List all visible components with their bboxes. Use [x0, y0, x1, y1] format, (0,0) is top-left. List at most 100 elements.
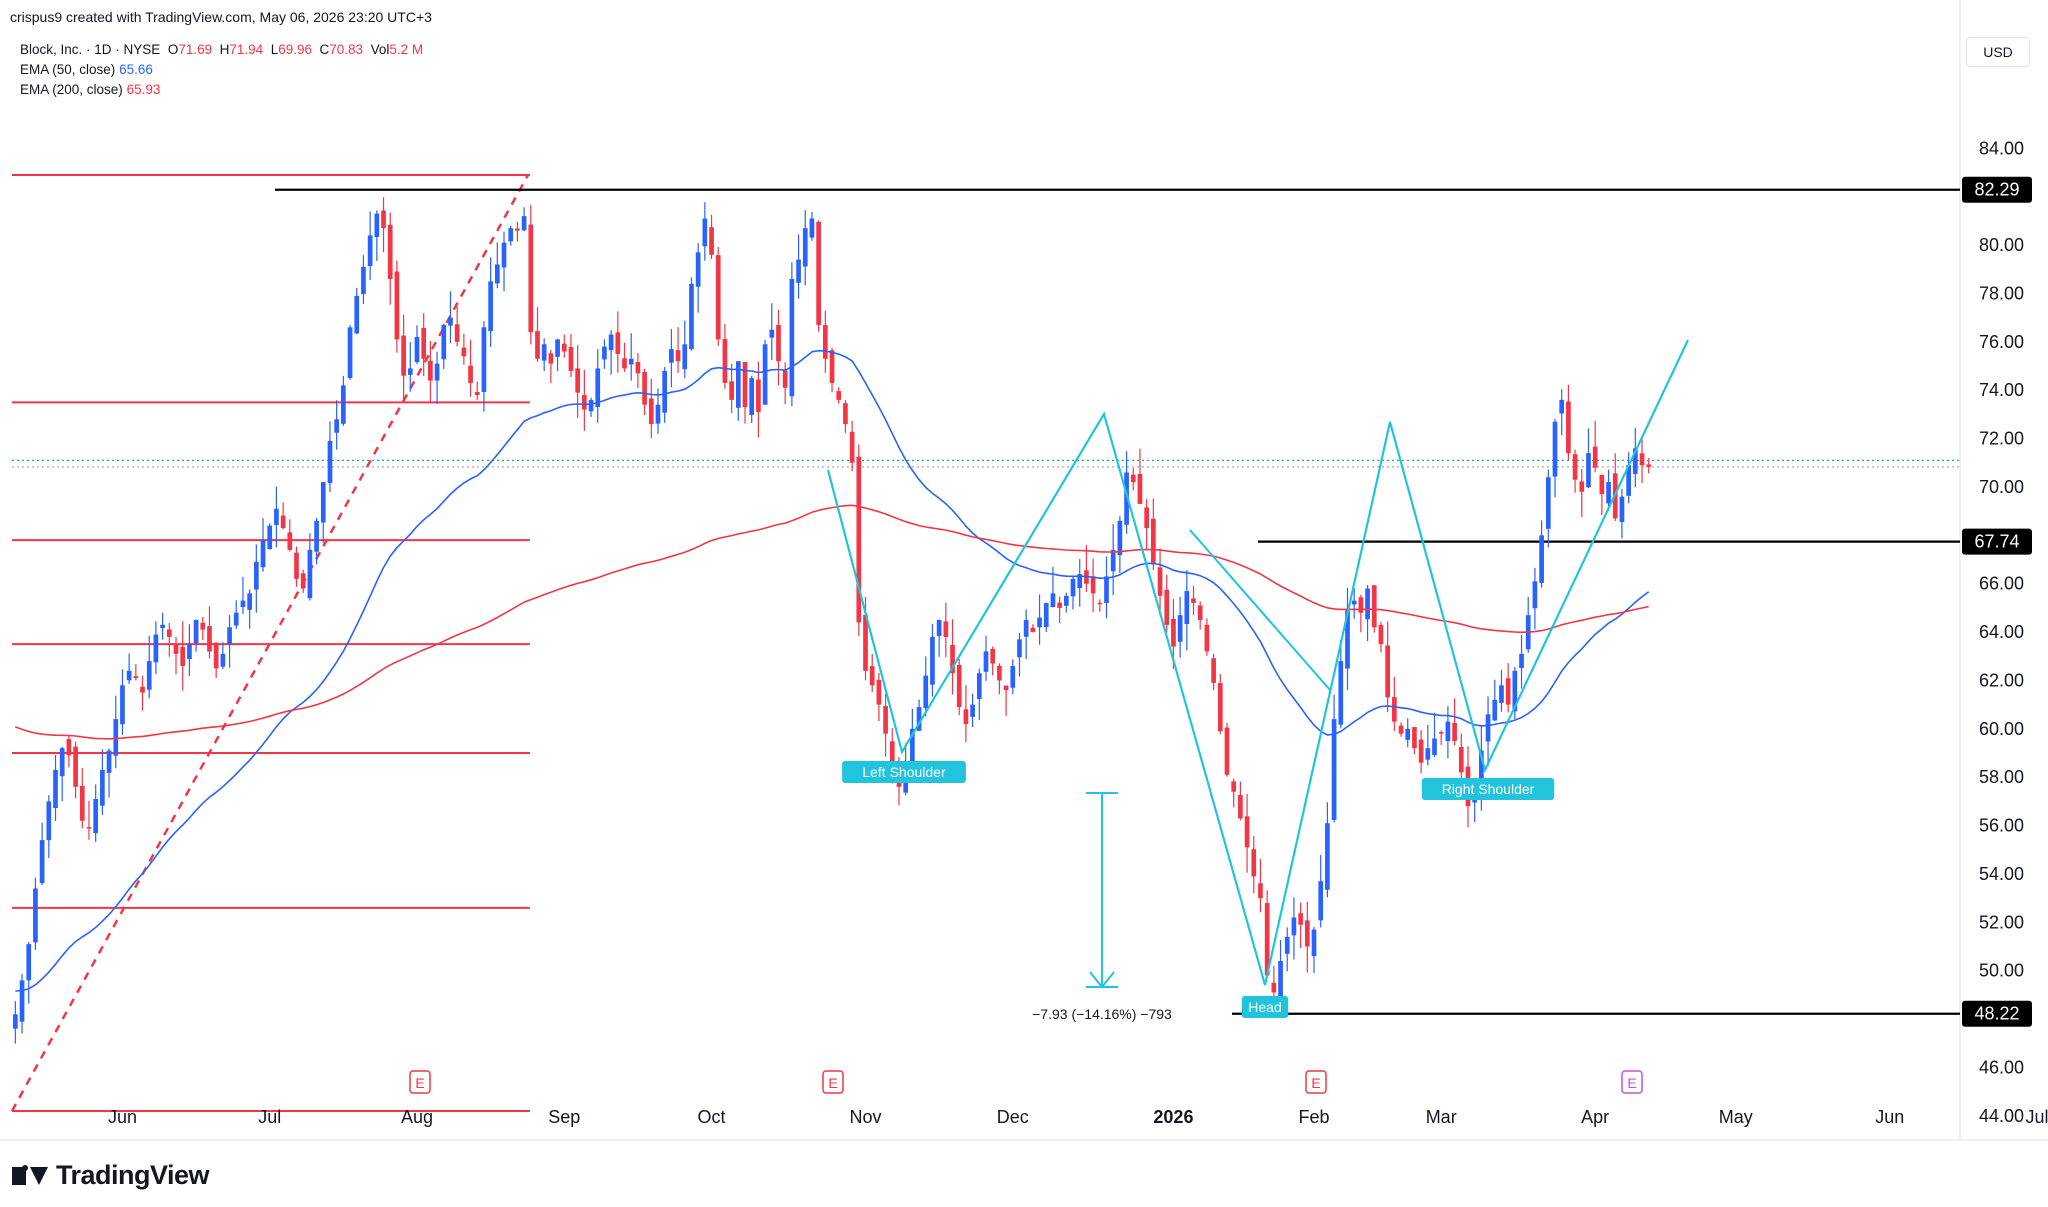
candle-body — [1304, 920, 1310, 947]
candle-body — [474, 391, 480, 396]
ema50-line — [15, 349, 1650, 992]
candle-body — [501, 242, 507, 268]
measure-arrow-head — [1089, 971, 1115, 989]
x-tick-label: Oct — [698, 1107, 726, 1127]
candle-body — [1264, 903, 1270, 976]
candle-body — [642, 372, 647, 405]
candle-body — [1418, 739, 1424, 763]
candle-body — [253, 561, 259, 590]
candle-body — [1545, 477, 1551, 529]
candle-body — [153, 634, 159, 663]
y-tick-label: 74.00 — [1979, 380, 2024, 400]
candle-body — [936, 620, 942, 636]
brand-logo[interactable]: TradingView — [12, 1160, 210, 1191]
candle-body — [883, 705, 888, 734]
head-label-text: Head — [1248, 999, 1281, 1015]
candle-body — [869, 666, 875, 686]
y-tick-label: 52.00 — [1979, 912, 2024, 932]
candle-body — [548, 353, 554, 364]
candle-body — [769, 329, 775, 338]
candle-body — [1050, 593, 1056, 608]
candle-body — [1124, 472, 1129, 525]
low-label: L — [270, 42, 279, 57]
candle-body — [468, 365, 473, 383]
earnings-icon-label: E — [415, 1075, 424, 1091]
head-shoulders-pattern — [826, 339, 1689, 986]
candle-body — [910, 728, 915, 764]
candle-body — [1117, 520, 1123, 556]
y-tick-label: 60.00 — [1979, 719, 2024, 739]
candle-body — [990, 648, 996, 664]
x-tick-label: Jun — [108, 1107, 137, 1127]
candle-body — [628, 358, 634, 365]
candle-body — [1231, 781, 1237, 792]
currency-button[interactable]: USD — [1966, 37, 2030, 67]
candle-body — [180, 646, 186, 666]
candle-body — [374, 213, 380, 237]
candle-body — [722, 339, 728, 383]
candle-body — [1425, 748, 1431, 760]
candle-body — [662, 370, 668, 413]
ema50-label: EMA (50, close) — [20, 62, 116, 77]
right-shoulder-label[interactable]: Right Shoulder — [1421, 778, 1555, 800]
symbol-name[interactable]: Block, Inc. · 1D · NYSE — [20, 42, 161, 57]
candle-body — [1398, 725, 1404, 734]
candle-body — [689, 283, 694, 350]
candle-body — [140, 686, 145, 693]
ema200-row[interactable]: EMA (200, close) 65.93 — [20, 80, 423, 100]
candle-body — [695, 252, 701, 287]
candle-body — [997, 665, 1002, 681]
candle-body — [648, 398, 654, 425]
high-label: H — [219, 42, 230, 57]
candle-body — [1070, 578, 1076, 597]
candle-body — [1291, 917, 1297, 936]
ema50-row[interactable]: EMA (50, close) 65.66 — [20, 60, 423, 80]
candle-body — [822, 324, 828, 359]
candle-body — [816, 221, 821, 325]
head-label[interactable]: Head — [1241, 996, 1289, 1018]
candle-body — [421, 327, 427, 359]
candle-body — [1090, 576, 1096, 594]
candle-body — [1519, 653, 1524, 669]
candle-body — [1358, 597, 1364, 613]
x-tick-label: Feb — [1298, 1107, 1329, 1127]
candle-body — [1492, 699, 1498, 721]
candle-body — [448, 317, 453, 326]
candle-body — [233, 612, 239, 626]
candle-body — [1177, 615, 1183, 642]
candle-body — [1211, 658, 1216, 683]
candle-body — [160, 624, 165, 628]
candle-body — [1023, 620, 1029, 637]
candle-body — [1043, 603, 1049, 628]
y-tick-label: 56.00 — [1979, 816, 2024, 836]
candle-body — [782, 370, 788, 388]
candle-body — [541, 344, 547, 361]
x-tick-label: Mar — [1426, 1107, 1457, 1127]
candle-body — [1512, 670, 1518, 712]
candle-body — [166, 629, 172, 637]
candle-body — [1030, 627, 1036, 633]
left-shoulder-label[interactable]: Left Shoulder — [842, 761, 966, 783]
ema200-value: 65.93 — [126, 82, 161, 97]
candle-body — [441, 324, 447, 360]
candle-body — [1405, 728, 1411, 740]
candle-body — [950, 644, 955, 674]
candle-body — [916, 707, 922, 731]
candle-body — [1097, 602, 1103, 605]
x-tick-label: Jun — [1875, 1107, 1904, 1127]
candle-body — [1539, 535, 1544, 583]
candle-body — [1566, 401, 1571, 454]
open-value: 71.69 — [178, 42, 213, 57]
ema200-line — [15, 504, 1649, 740]
candle-body — [749, 378, 755, 415]
candle-body — [46, 801, 52, 841]
candle-body — [1311, 929, 1317, 957]
candle-body — [1003, 685, 1009, 691]
candle-body — [488, 281, 493, 332]
candle-body — [809, 218, 815, 238]
candle-body — [367, 235, 373, 267]
candle-body — [1057, 602, 1062, 608]
candle-body — [79, 785, 85, 821]
candle-body — [494, 264, 500, 284]
